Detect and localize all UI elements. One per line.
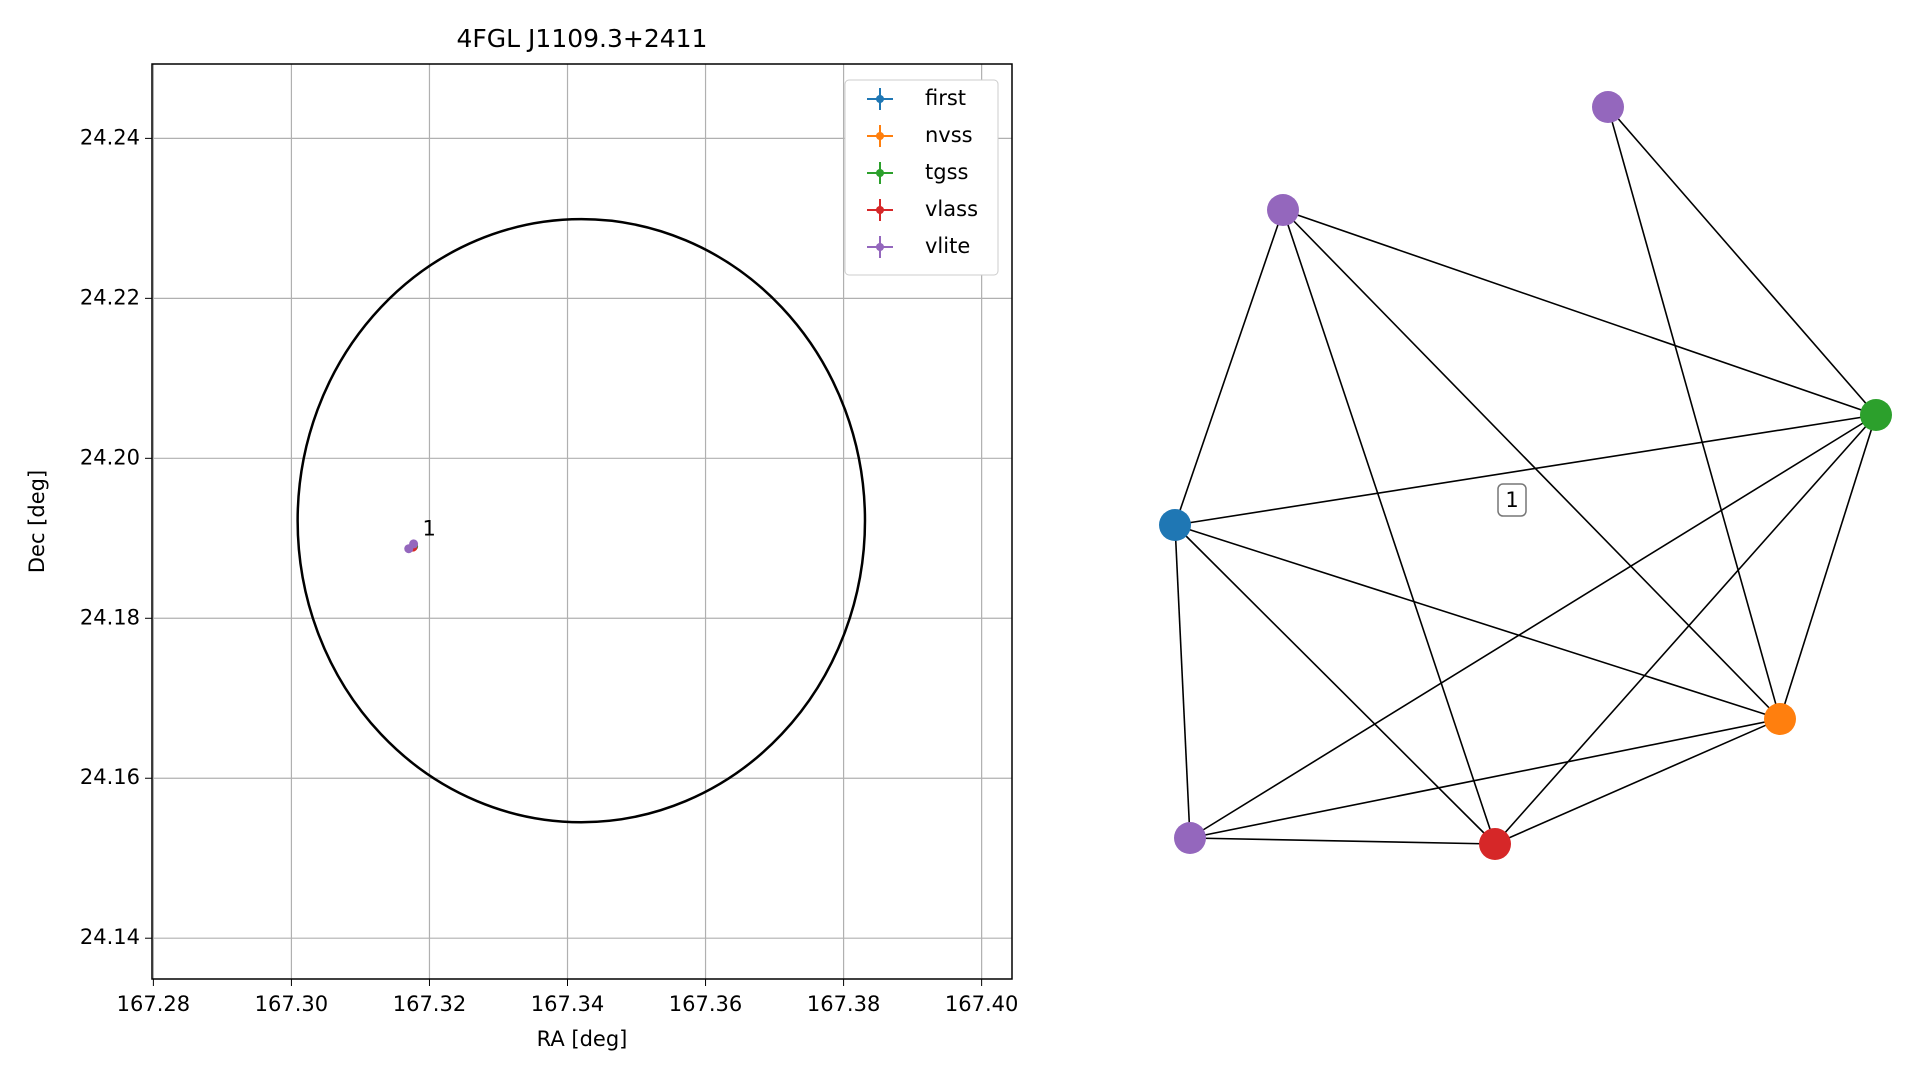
edge — [1282, 209, 1496, 845]
edge — [1189, 718, 1781, 839]
edge — [1189, 837, 1496, 845]
y-axis-label: Dec [deg] — [25, 470, 49, 573]
edge — [1282, 209, 1877, 416]
y-tick-label: 24.20 — [80, 445, 140, 469]
edge — [1189, 414, 1877, 839]
node — [1764, 703, 1796, 735]
x-tick-label: 167.36 — [669, 992, 742, 1016]
legend-marker — [876, 132, 884, 140]
y-tick-label: 24.14 — [80, 925, 140, 949]
edge — [1174, 524, 1191, 839]
legend-label: tgss — [925, 160, 968, 184]
y-tick-label: 24.16 — [80, 765, 140, 789]
edge — [1174, 209, 1284, 526]
y-tick-label: 24.18 — [80, 605, 140, 629]
legend-label: first — [925, 86, 966, 110]
edge — [1607, 106, 1781, 720]
x-tick-label: 167.28 — [117, 992, 190, 1016]
node — [1267, 194, 1299, 226]
x-tick-label: 167.40 — [945, 992, 1018, 1016]
data-point — [409, 539, 419, 549]
legend-label: vlass — [925, 197, 978, 221]
legend-label: vlite — [925, 234, 970, 258]
legend-box — [844, 79, 999, 276]
x-tick-label: 167.32 — [393, 992, 466, 1016]
edge — [1779, 414, 1877, 720]
edge — [1282, 209, 1781, 720]
legend-marker — [876, 243, 884, 251]
edge — [1174, 524, 1781, 720]
label-box — [1497, 483, 1527, 517]
x-tick-label: 167.34 — [531, 992, 604, 1016]
node — [1159, 509, 1191, 541]
node — [1592, 91, 1624, 123]
edge — [1174, 414, 1877, 526]
edge — [1607, 106, 1877, 416]
edge — [1494, 414, 1877, 845]
edge — [1494, 718, 1781, 845]
legend-label: nvss — [925, 123, 973, 147]
node — [1174, 822, 1206, 854]
node — [1479, 828, 1511, 860]
x-tick-label: 167.30 — [255, 992, 328, 1016]
y-tick-label: 24.24 — [80, 125, 140, 149]
legend-marker — [876, 95, 884, 103]
x-axis-label: RA [deg] — [537, 1027, 628, 1051]
legend-marker — [876, 169, 884, 177]
plot-frame — [151, 63, 1013, 980]
error-ellipse — [296, 217, 867, 824]
chart-title: 4FGL J1109.3+2411 — [457, 24, 708, 53]
x-tick-label: 167.38 — [807, 992, 880, 1016]
legend-marker — [876, 206, 884, 214]
graph-label: 1 — [1505, 488, 1518, 512]
node — [1860, 399, 1892, 431]
annotation: 1 — [423, 516, 436, 540]
y-tick-label: 24.22 — [80, 285, 140, 309]
edge — [1174, 524, 1496, 845]
